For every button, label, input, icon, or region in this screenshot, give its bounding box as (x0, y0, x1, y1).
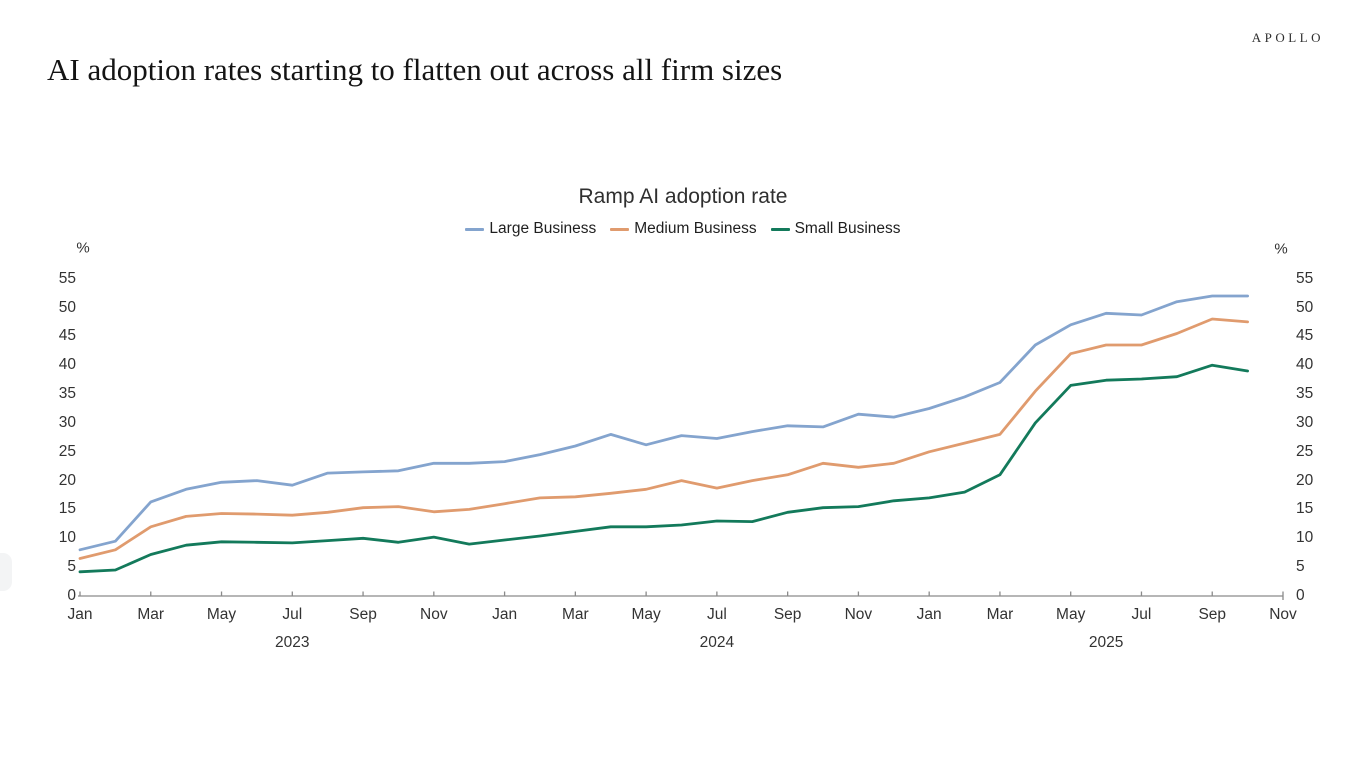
legend-item-small-business: Small Business (770, 220, 901, 238)
x-axis-label: Jan (492, 606, 518, 623)
x-axis-label: Mar (986, 606, 1014, 623)
x-axis-label: Nov (420, 606, 448, 623)
legend-dash-icon (610, 227, 630, 231)
page-title: AI adoption rates starting to flatten ou… (47, 52, 783, 87)
y-axis-unit-left: % (76, 239, 90, 257)
legend-label: Medium Business (634, 220, 757, 237)
y-axis-label-right: 25 (1296, 442, 1314, 460)
y-axis-label-left: 35 (58, 385, 76, 403)
x-axis-label: Jan (67, 606, 93, 623)
x-axis-label: Mar (561, 606, 589, 623)
y-axis-label-right: 20 (1296, 471, 1314, 489)
y-axis-label-left: 40 (58, 356, 76, 374)
y-axis-label-right: 15 (1296, 500, 1314, 518)
x-axis-label: Nov (1269, 606, 1297, 623)
y-axis-label-right: 50 (1296, 298, 1314, 316)
legend-dash-icon (465, 227, 485, 231)
x-axis-label: Sep (349, 606, 377, 623)
x-axis-label: May (206, 606, 237, 623)
x-axis-label: Sep (1198, 606, 1227, 623)
apollo-logo: APOLLO (1251, 30, 1324, 45)
legend-item-medium-business: Medium Business (610, 220, 757, 238)
y-axis-label-right: 45 (1296, 327, 1314, 345)
series-line-small-business (78, 363, 1249, 574)
x-axis-year-label: 2025 (1088, 634, 1124, 651)
screen-edge-artifact (0, 553, 12, 591)
y-axis-label-left: 50 (58, 298, 76, 316)
y-axis-label-right: 35 (1296, 385, 1314, 403)
y-axis-label-right: 30 (1296, 413, 1314, 431)
y-axis-label-left: 5 (67, 558, 76, 576)
chart-title: Ramp AI adoption rate (578, 185, 788, 208)
x-axis-label: Jul (706, 606, 727, 623)
legend-dash-icon (770, 227, 790, 231)
x-axis-label: Jul (1131, 606, 1152, 623)
legend-label: Large Business (489, 220, 597, 237)
y-axis-label-left: 55 (58, 269, 76, 287)
y-axis-label-left: 45 (58, 327, 76, 345)
y-axis-label-left: 25 (58, 442, 76, 460)
y-axis-unit-right: % (1274, 240, 1288, 258)
x-axis-label: May (631, 606, 661, 623)
y-axis-label-left: 0 (67, 587, 76, 604)
x-axis-label: May (1056, 606, 1086, 623)
y-axis-label-right: 5 (1296, 558, 1305, 576)
y-axis-label-left: 10 (58, 529, 76, 547)
y-axis-label-right: 10 (1296, 529, 1314, 547)
x-axis-label: Nov (844, 606, 873, 623)
legend-item-large-business: Large Business (465, 220, 596, 238)
series-line-large-business (78, 294, 1249, 552)
legend-label: Small Business (794, 220, 901, 237)
y-axis-label-right: 40 (1296, 356, 1314, 374)
x-axis-label: Jul (282, 606, 303, 623)
y-axis-label-left: 20 (58, 471, 76, 489)
x-axis-year-label: 2023 (275, 634, 310, 651)
x-axis-year-label: 2024 (699, 634, 735, 651)
x-axis-label: Sep (773, 606, 802, 623)
y-axis-label-right: 55 (1296, 269, 1314, 287)
series-line-medium-business (78, 317, 1249, 560)
x-axis-label: Mar (137, 606, 165, 623)
chart-legend: Large Business Medium Business Small Busin… (0, 220, 1366, 238)
y-axis-label-right: 0 (1296, 587, 1305, 604)
y-axis-label-left: 15 (58, 500, 76, 518)
x-axis-label: Jan (916, 606, 942, 623)
y-axis-label-left: 30 (58, 413, 76, 431)
